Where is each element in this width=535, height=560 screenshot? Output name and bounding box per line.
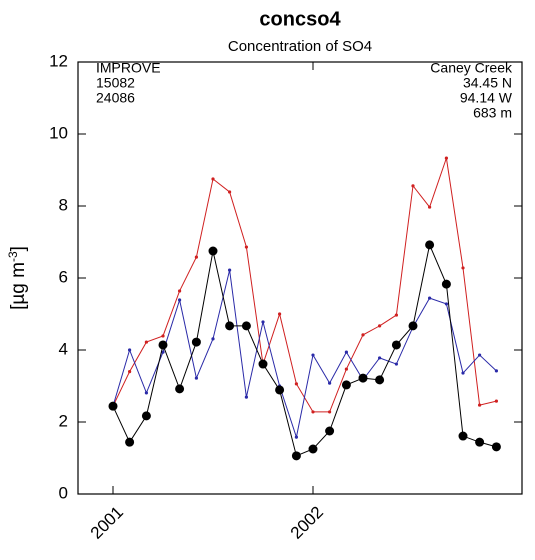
data-point <box>178 289 182 293</box>
data-point <box>408 321 418 331</box>
data-point <box>311 410 315 414</box>
y-tick-label: 10 <box>49 123 68 142</box>
y-tick-label: 12 <box>49 51 68 70</box>
data-point <box>391 340 401 350</box>
data-point <box>361 333 365 337</box>
data-point <box>278 312 282 316</box>
data-point <box>428 205 432 209</box>
data-point <box>328 410 332 414</box>
data-point <box>244 245 248 249</box>
data-point <box>178 298 182 302</box>
data-point <box>494 399 498 403</box>
data-point <box>191 337 201 347</box>
data-point <box>375 375 385 385</box>
data-point <box>128 370 132 374</box>
plot-frame <box>77 61 523 495</box>
chart-subtitle: Concentration of SO4 <box>228 38 372 55</box>
data-point <box>144 391 148 395</box>
data-point <box>491 442 501 452</box>
data-point <box>444 156 448 160</box>
data-point <box>141 411 151 421</box>
chart-title: concso4 <box>259 8 341 30</box>
annotation: 34.45 N <box>463 75 512 91</box>
data-point <box>344 367 348 371</box>
series-line <box>112 243 497 457</box>
data-point <box>158 340 168 350</box>
series-line <box>112 269 497 440</box>
data-point <box>378 324 382 328</box>
y-tick-label: 8 <box>59 195 68 214</box>
data-point <box>328 381 332 385</box>
y-label-main: [µg m <box>8 262 29 310</box>
data-point <box>128 348 132 352</box>
data-point <box>125 437 135 447</box>
data-point <box>475 437 485 447</box>
data-point <box>294 435 298 439</box>
data-point <box>311 353 315 357</box>
legend-entry: 15082 <box>96 75 135 91</box>
data-point <box>441 279 451 289</box>
data-point <box>461 371 465 375</box>
data-point <box>211 177 215 181</box>
data-point <box>425 240 435 250</box>
data-point <box>478 353 482 357</box>
data-point <box>144 340 148 344</box>
y-tick-label: 4 <box>59 339 68 358</box>
data-point <box>478 403 482 407</box>
data-point <box>175 384 185 394</box>
data-point <box>194 255 198 259</box>
data-point <box>244 395 248 399</box>
data-point <box>208 246 218 256</box>
y-label-sup: -3 <box>6 251 20 262</box>
y-axis-label: [µg m-3] <box>6 246 29 310</box>
data-point <box>225 321 235 331</box>
data-point <box>344 350 348 354</box>
data-point <box>325 426 335 436</box>
data-point <box>444 302 448 306</box>
data-point <box>228 268 232 272</box>
y-label-end: ] <box>8 246 29 251</box>
data-point <box>358 373 368 383</box>
data-point <box>308 444 318 454</box>
data-point <box>494 369 498 373</box>
annotation: Caney Creek <box>430 60 513 76</box>
data-point <box>294 382 298 386</box>
y-tick-label: 6 <box>59 267 68 286</box>
data-point <box>161 334 165 338</box>
data-point <box>378 356 382 360</box>
data-point <box>108 401 118 411</box>
data-point <box>411 184 415 188</box>
data-point <box>194 376 198 380</box>
data-point <box>394 362 398 366</box>
data-point <box>261 320 265 324</box>
data-point <box>161 350 165 354</box>
data-point <box>275 385 285 395</box>
data-point <box>458 431 468 441</box>
data-point <box>341 380 351 390</box>
y-tick-label: 2 <box>59 411 68 430</box>
data-point <box>211 337 215 341</box>
data-point <box>241 321 251 331</box>
annotation: 683 m <box>473 105 512 121</box>
data-point <box>258 359 268 369</box>
y-tick-label: 0 <box>59 483 68 502</box>
annotation: 94.14 W <box>460 90 513 106</box>
legend-entry: 24086 <box>96 90 135 106</box>
legend-entry: IMPROVE <box>96 60 161 76</box>
data-point <box>394 313 398 317</box>
data-point <box>228 190 232 194</box>
data-point <box>428 296 432 300</box>
data-point <box>291 451 301 461</box>
data-point <box>461 266 465 270</box>
